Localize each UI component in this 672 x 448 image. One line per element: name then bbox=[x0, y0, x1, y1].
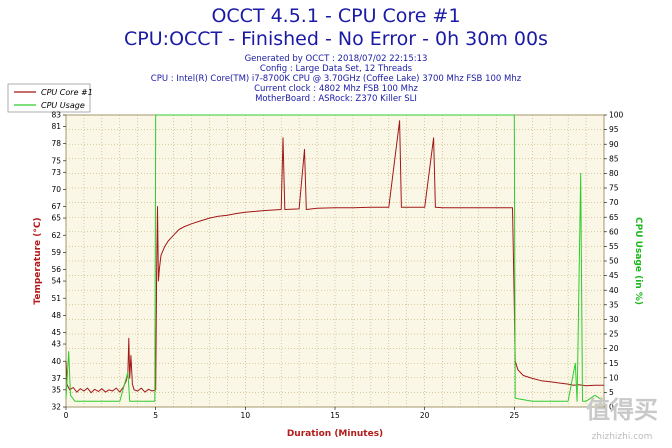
y-right-tick-label: 60 bbox=[609, 227, 619, 236]
y-left-tick-label: 83 bbox=[51, 111, 61, 120]
y-left-tick-label: 67 bbox=[51, 202, 61, 211]
info-motherboard: MotherBoard : ASRock: Z370 Killer SLI bbox=[255, 94, 417, 104]
axis-ticks: 0 5 10 15 20 25 32 35 37 40 43 45 48 51 54 56 59 62 65 67 70… bbox=[51, 111, 623, 420]
y-left-tick-label: 56 bbox=[51, 265, 61, 274]
y-left-tick-label: 78 bbox=[51, 139, 61, 148]
y-left-tick-label: 81 bbox=[51, 122, 61, 131]
y-right-tick-label: 85 bbox=[609, 154, 619, 163]
y-right-tick-label: 30 bbox=[609, 315, 619, 324]
y-left-tick-label: 75 bbox=[51, 156, 61, 165]
chart-subtitle: CPU:OCCT - Finished - No Error - 0h 30m … bbox=[124, 28, 548, 50]
legend-label-usage: CPU Usage bbox=[41, 101, 85, 110]
watermark-logo: 值得买 bbox=[586, 396, 658, 424]
y-right-tick-label: 100 bbox=[609, 111, 624, 120]
series-line-temperature bbox=[65, 120, 604, 394]
y-right-tick-label: 70 bbox=[609, 198, 619, 207]
y-left-tick-label: 54 bbox=[51, 277, 61, 286]
info-generated: Generated by OCCT : 2018/07/02 22:15:13 bbox=[245, 54, 428, 64]
legend-label-temperature: CPU Core #1 bbox=[41, 88, 93, 97]
y-axis-right-label: CPU Usage (in %) bbox=[633, 217, 643, 305]
info-cpu: CPU : Intel(R) Core(TM) i7-8700K CPU @ 3… bbox=[151, 74, 522, 84]
y-right-tick-label: 45 bbox=[609, 271, 619, 280]
series-line-usage bbox=[65, 114, 605, 402]
y-right-tick-label: 35 bbox=[609, 300, 619, 309]
info-clock: Current clock : 4802 Mhz FSB 100 Mhz bbox=[254, 84, 418, 94]
y-left-tick-label: 51 bbox=[51, 294, 61, 303]
y-right-tick-label: 15 bbox=[609, 359, 619, 368]
y-right-tick-label: 90 bbox=[609, 140, 619, 149]
y-left-tick-label: 43 bbox=[51, 340, 61, 349]
y-right-tick-label: 10 bbox=[609, 373, 619, 382]
plot-area bbox=[65, 114, 605, 408]
y-left-tick-label: 45 bbox=[51, 328, 61, 337]
y-right-tick-label: 55 bbox=[609, 242, 619, 251]
y-right-tick-label: 80 bbox=[609, 169, 619, 178]
y-left-tick-label: 73 bbox=[51, 168, 61, 177]
y-left-tick-label: 35 bbox=[51, 385, 61, 394]
series-lines bbox=[65, 114, 605, 402]
x-tick-label: 15 bbox=[330, 411, 340, 420]
y-left-tick-label: 40 bbox=[51, 357, 61, 366]
x-tick-label: 25 bbox=[510, 411, 520, 420]
x-tick-label: 20 bbox=[420, 411, 430, 420]
chart-title: OCCT 4.5.1 - CPU Core #1 bbox=[211, 5, 460, 27]
y-right-tick-label: 65 bbox=[609, 213, 619, 222]
x-tick-label: 10 bbox=[241, 411, 251, 420]
y-left-tick-label: 65 bbox=[51, 214, 61, 223]
y-axis-left-label: Temperature (°C) bbox=[33, 217, 43, 304]
y-left-tick-label: 48 bbox=[51, 311, 61, 320]
y-left-tick-label: 70 bbox=[51, 185, 61, 194]
y-right-tick-label: 20 bbox=[609, 344, 619, 353]
legend: CPU Core #1 CPU Usage bbox=[7, 83, 93, 113]
watermark-url: zhizhizhi.com bbox=[592, 432, 653, 442]
y-right-tick-label: 95 bbox=[609, 125, 619, 134]
y-left-tick-label: 62 bbox=[51, 231, 61, 240]
y-right-tick-label: 0 bbox=[609, 403, 614, 412]
x-tick-label: 5 bbox=[153, 411, 158, 420]
y-right-tick-label: 5 bbox=[609, 388, 614, 397]
y-right-tick-label: 40 bbox=[609, 286, 619, 295]
info-config: Config : Large Data Set, 12 Threads bbox=[260, 64, 413, 74]
y-left-tick-label: 32 bbox=[51, 403, 61, 412]
x-axis-label: Duration (Minutes) bbox=[287, 429, 383, 439]
y-left-tick-label: 59 bbox=[51, 248, 61, 257]
y-right-tick-label: 75 bbox=[609, 184, 619, 193]
y-right-tick-label: 25 bbox=[609, 330, 619, 339]
y-left-tick-label: 37 bbox=[51, 374, 61, 383]
y-right-tick-label: 50 bbox=[609, 257, 619, 266]
legend-box bbox=[7, 83, 91, 113]
x-tick-label: 0 bbox=[64, 411, 69, 420]
